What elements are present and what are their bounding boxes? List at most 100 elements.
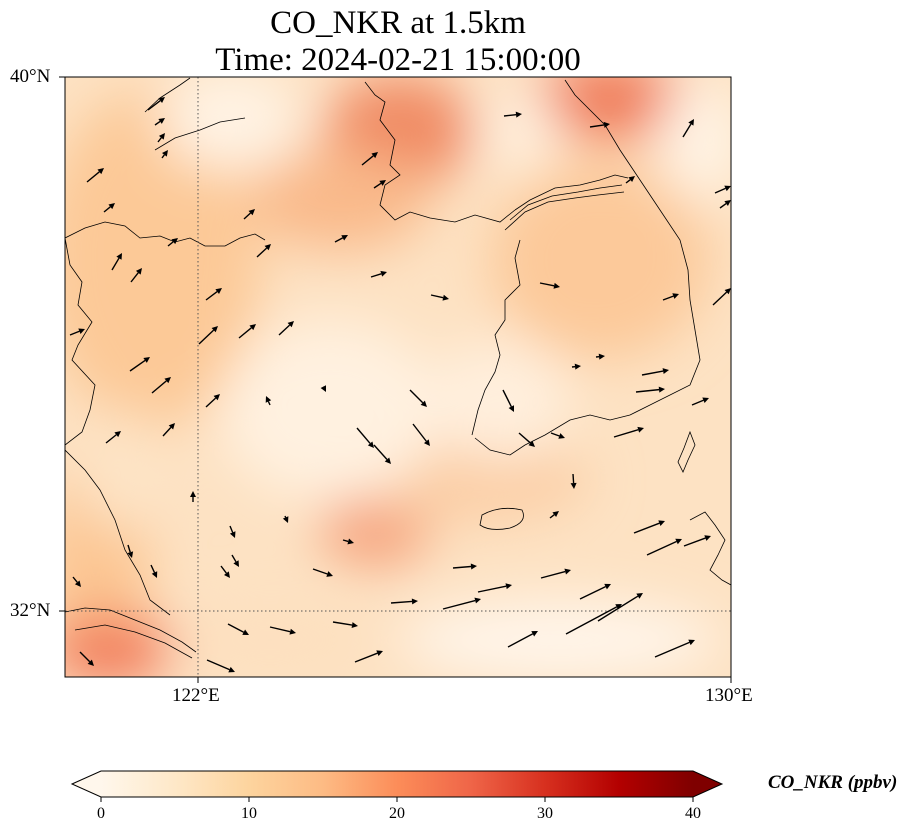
lat-label-32n: 32°N: [10, 600, 51, 621]
wind-arrow: [79, 651, 94, 666]
wind-arrow: [243, 209, 255, 220]
wind-arrow: [539, 282, 560, 289]
wind-arrow: [641, 368, 669, 376]
wind-arrow: [430, 294, 449, 301]
tick-marks: [59, 76, 732, 683]
wind-arrow: [147, 97, 165, 111]
wind-arrow: [282, 515, 289, 523]
wind-arrow: [354, 650, 383, 663]
wind-vectors: [69, 97, 731, 673]
wind-arrow: [719, 200, 731, 209]
wind-arrow: [565, 604, 622, 635]
wind-arrow: [683, 535, 711, 547]
wind-arrow: [342, 538, 354, 545]
wind-arrow: [205, 394, 220, 408]
colorbar: [70, 770, 724, 802]
wind-arrow: [633, 520, 665, 534]
colorbar-body: [101, 771, 693, 797]
wind-arrow: [373, 180, 386, 189]
wind-arrow: [595, 353, 605, 360]
wind-arrow: [162, 423, 175, 437]
wind-arrow: [691, 397, 709, 406]
wind-arrow: [229, 525, 236, 538]
wind-arrow: [129, 357, 150, 372]
lon-label-122e: 122°E: [172, 685, 220, 706]
wind-arrow: [442, 597, 481, 610]
colorbar-label: CO_NKR (ppbv): [768, 772, 898, 793]
wind-arrow: [231, 554, 239, 567]
map-title-line2: Time: 2024-02-21 15:00:00: [215, 42, 581, 78]
colorbar-tick-0: 0: [97, 805, 105, 822]
wind-arrow: [518, 432, 535, 447]
wind-arrow: [549, 511, 559, 519]
wind-arrow: [452, 563, 477, 570]
wind-arrow: [161, 150, 168, 159]
wind-arrow: [167, 238, 178, 247]
wind-arrow: [312, 568, 333, 577]
wind-arrow: [103, 203, 115, 213]
wind-arrow: [682, 119, 694, 138]
wind-arrow: [540, 568, 571, 579]
wind-arrow: [390, 598, 418, 605]
wind-arrow: [332, 621, 358, 629]
wind-arrow: [409, 389, 427, 407]
wind-arrow: [712, 288, 731, 306]
wind-arrow: [278, 321, 294, 336]
wind-arrow: [198, 326, 218, 345]
wind-arrow: [269, 626, 296, 635]
wind-arrow: [662, 293, 679, 301]
wind-arrow: [361, 152, 378, 166]
wind-arrow: [370, 270, 387, 278]
wind-arrow: [190, 491, 196, 502]
wind-arrow: [157, 133, 165, 143]
wind-arrow: [227, 623, 249, 635]
wind-arrow: [412, 423, 430, 446]
wind-arrow: [356, 427, 374, 448]
wind-arrow: [86, 168, 104, 183]
wind-arrow: [507, 631, 538, 648]
wind-arrow: [502, 389, 514, 412]
wind-arrow: [69, 328, 85, 336]
wind-arrow: [72, 576, 81, 587]
colorbar-tick-30: 30: [537, 805, 553, 822]
wind-arrow: [570, 473, 577, 489]
wind-arrow: [579, 583, 611, 600]
wind-arrow: [714, 185, 731, 194]
concentration-field: [65, 77, 731, 677]
wind-arrow: [205, 288, 222, 301]
colorbar-extend-min: [72, 771, 101, 797]
lat-label-40n: 40°N: [10, 66, 51, 87]
lon-label-130e: 130°E: [705, 685, 753, 706]
wind-arrow: [256, 244, 271, 258]
colorbar-tick-20: 20: [389, 805, 405, 822]
wind-arrow: [265, 396, 272, 406]
wind-arrow: [613, 426, 644, 438]
colorbar-tick-10: 10: [241, 805, 257, 822]
graticule: [65, 77, 731, 677]
map-title-line1: CO_NKR at 1.5km: [270, 5, 526, 41]
wind-arrow: [625, 176, 635, 184]
wind-arrow: [105, 431, 121, 444]
wind-arrow: [589, 121, 610, 128]
wind-arrow: [550, 432, 565, 439]
wind-arrow: [220, 565, 230, 578]
map-frame: [64, 76, 732, 678]
wind-arrow: [654, 639, 695, 658]
wind-arrow: [130, 268, 142, 283]
wind-arrow: [151, 377, 171, 394]
wind-arrow: [646, 538, 682, 556]
wind-arrow: [477, 583, 512, 593]
wind-arrow: [127, 544, 134, 558]
colorbar-extend-max: [693, 771, 722, 797]
wind-arrow: [373, 444, 391, 464]
wind-arrow: [571, 363, 581, 370]
wind-arrow: [111, 253, 122, 271]
wind-arrow: [320, 385, 326, 392]
wind-arrow: [503, 111, 522, 118]
wind-arrow: [635, 386, 665, 393]
colorbar-tick-40: 40: [685, 805, 701, 822]
wind-arrow: [206, 659, 235, 673]
wind-arrow: [238, 324, 256, 339]
wind-arrow: [154, 118, 165, 126]
